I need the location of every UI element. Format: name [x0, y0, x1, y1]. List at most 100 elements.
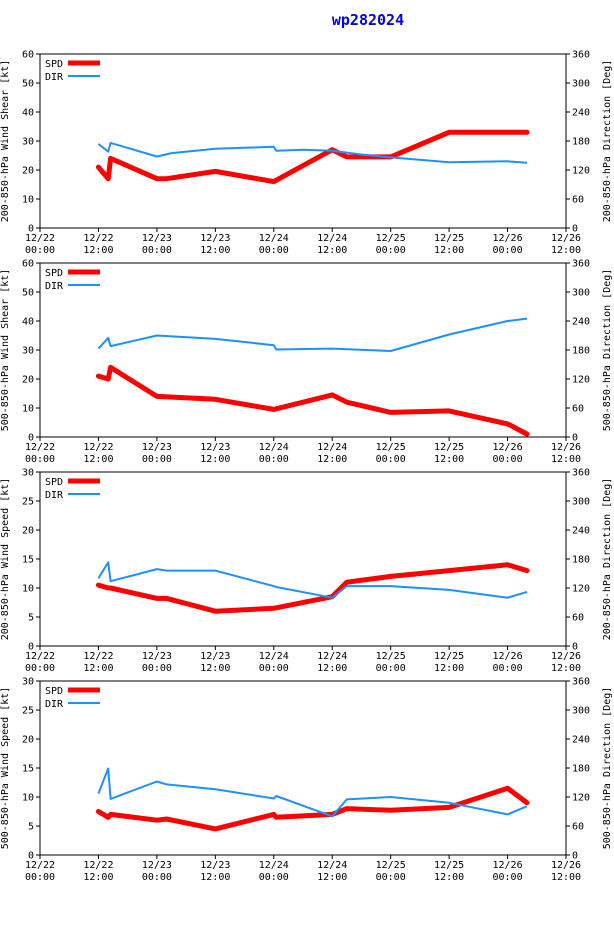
y2-tick-label: 60 — [572, 613, 584, 624]
x-tick-label-time: 12:00 — [200, 454, 230, 465]
x-tick-label-date: 12/25 — [434, 233, 464, 244]
legend: SPD DIR — [45, 477, 100, 501]
y2-tick-label: 300 — [572, 497, 590, 508]
x-tick-label-date: 12/22 — [83, 442, 113, 453]
y-tick-label: 40 — [22, 108, 34, 119]
x-tick-label-time: 00:00 — [142, 872, 172, 883]
spd-series-line — [95, 364, 530, 437]
y-tick-label: 50 — [22, 79, 34, 90]
y2-tick-label: 300 — [572, 79, 590, 90]
x-tick-label-time: 00:00 — [142, 454, 172, 465]
y-tick-label: 5 — [28, 822, 34, 833]
x-tick-label-date: 12/22 — [83, 860, 113, 871]
y2-axis-label: 500-850-hPa Direction [Deg] — [602, 269, 613, 432]
x-tick-label-time: 00:00 — [376, 872, 406, 883]
x-tick-label-date: 12/22 — [25, 442, 55, 453]
x-tick-label-time: 12:00 — [317, 872, 347, 883]
legend-spd-label: SPD — [45, 477, 63, 488]
x-tick-label-time: 00:00 — [25, 245, 55, 256]
x-tick-label-date: 12/24 — [259, 233, 289, 244]
y2-tick-label: 240 — [572, 526, 590, 537]
y2-tick-label: 0 — [572, 224, 578, 235]
x-tick-label-date: 12/25 — [376, 442, 406, 453]
x-tick-label-date: 12/25 — [376, 860, 406, 871]
x-tick-label-date: 12/26 — [551, 233, 581, 244]
x-tick-label-date: 12/25 — [376, 233, 406, 244]
x-tick-label-date: 12/23 — [142, 860, 172, 871]
x-tick-label-date: 12/24 — [317, 860, 347, 871]
x-tick-label-time: 00:00 — [493, 872, 523, 883]
x-tick-label-time: 12:00 — [83, 872, 113, 883]
y2-tick-label: 0 — [572, 642, 578, 653]
spd-series-line — [95, 785, 530, 832]
y-tick-label: 15 — [22, 555, 34, 566]
x-tick-label-time: 12:00 — [317, 245, 347, 256]
y-tick-label: 60 — [22, 259, 34, 270]
legend-dir-label: DIR — [45, 699, 64, 710]
y-tick-label: 30 — [22, 137, 34, 148]
y-tick-label: 0 — [28, 851, 34, 862]
x-tick-label-date: 12/26 — [551, 860, 581, 871]
x-tick-label-date: 12/23 — [142, 651, 172, 662]
y-tick-label: 25 — [22, 706, 34, 717]
x-tick-label-date: 12/23 — [142, 233, 172, 244]
legend-dir-label: DIR — [45, 490, 64, 501]
x-tick-label-date: 12/24 — [317, 651, 347, 662]
x-tick-label-time: 00:00 — [376, 454, 406, 465]
x-tick-label-date: 12/26 — [493, 233, 523, 244]
x-tick-label-date: 12/26 — [493, 860, 523, 871]
y2-tick-label: 120 — [572, 584, 590, 595]
y-axis-label: 200-850-hPa Wind Shear [kt] — [0, 60, 11, 223]
y2-tick-label: 360 — [572, 259, 590, 270]
y2-tick-label: 180 — [572, 137, 590, 148]
y-tick-label: 10 — [22, 793, 34, 804]
spd-series-line — [95, 129, 530, 185]
y2-axis-label: 200-850-hPa Direction [Deg] — [602, 478, 613, 641]
y-tick-label: 20 — [22, 375, 34, 386]
x-tick-label-date: 12/26 — [493, 442, 523, 453]
x-tick-label-time: 00:00 — [25, 872, 55, 883]
x-tick-label-time: 12:00 — [434, 663, 464, 674]
chart-title: wp282024 — [332, 11, 404, 29]
dir-series-line — [97, 767, 528, 818]
x-tick-label-time: 00:00 — [25, 663, 55, 674]
y-axis-label: 200-850-hPa Wind Speed [kt] — [0, 478, 11, 641]
spd-series-line — [95, 562, 530, 614]
y2-tick-label: 180 — [572, 555, 590, 566]
y-tick-label: 20 — [22, 166, 34, 177]
x-tick-label-time: 00:00 — [25, 454, 55, 465]
plot-frame — [39, 471, 567, 647]
x-tick-label-time: 12:00 — [200, 663, 230, 674]
x-tick-label-time: 00:00 — [142, 663, 172, 674]
y2-tick-label: 60 — [572, 404, 584, 415]
x-tick-label-time: 00:00 — [376, 663, 406, 674]
y2-tick-label: 120 — [572, 166, 590, 177]
y2-tick-label: 0 — [572, 851, 578, 862]
y2-tick-label: 120 — [572, 375, 590, 386]
x-tick-label-time: 00:00 — [259, 454, 289, 465]
x-tick-label-time: 00:00 — [259, 245, 289, 256]
y-tick-label: 0 — [28, 224, 34, 235]
y2-tick-label: 360 — [572, 468, 590, 479]
legend-spd-label: SPD — [45, 59, 63, 70]
y-tick-label: 60 — [22, 50, 34, 61]
y2-axis-label: 200-850-hPa Direction [Deg] — [602, 60, 613, 223]
x-tick-label-time: 12:00 — [83, 245, 113, 256]
x-tick-label-time: 00:00 — [493, 663, 523, 674]
x-tick-label-date: 12/24 — [259, 442, 289, 453]
y2-tick-label: 300 — [572, 288, 590, 299]
legend-spd-label: SPD — [45, 686, 63, 697]
plot-frame — [39, 680, 567, 856]
x-tick-label-date: 12/25 — [434, 860, 464, 871]
x-tick-label-date: 12/26 — [493, 651, 523, 662]
y2-tick-label: 60 — [572, 822, 584, 833]
y2-tick-label: 0 — [572, 433, 578, 444]
legend-spd-label: SPD — [45, 268, 63, 279]
x-tick-label-time: 12:00 — [200, 872, 230, 883]
x-tick-label-date: 12/25 — [376, 651, 406, 662]
y2-tick-label: 180 — [572, 346, 590, 357]
x-tick-label-date: 12/23 — [200, 860, 230, 871]
dir-series-line — [97, 317, 528, 352]
x-tick-label-time: 12:00 — [551, 872, 581, 883]
x-tick-label-time: 12:00 — [551, 245, 581, 256]
